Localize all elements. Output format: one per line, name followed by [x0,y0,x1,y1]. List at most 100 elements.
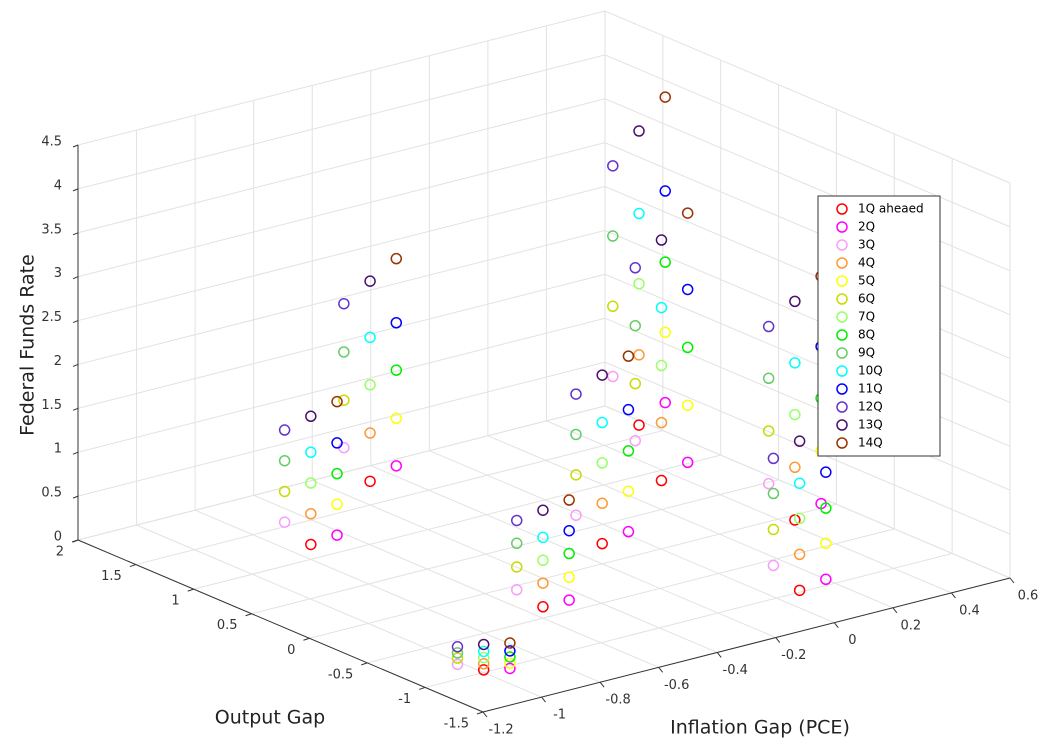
point [767,452,780,465]
grid-line [77,54,1011,228]
grid-line [604,11,1011,579]
point [305,538,317,551]
point [762,320,775,333]
x-axis [482,577,1011,713]
point [767,523,780,536]
point [331,467,343,480]
point [629,434,641,447]
point [659,91,671,103]
point [477,651,490,664]
grid-line [77,11,606,541]
z-tick [72,320,79,324]
point [451,641,464,653]
point [510,537,523,550]
legend-marker [836,203,848,215]
point [364,475,376,488]
point [537,554,549,567]
point [762,425,775,437]
point [305,477,317,489]
point [655,416,668,429]
x-tick-label: 0.4 [959,603,980,618]
x-tick [482,711,488,718]
point [504,645,516,657]
point [390,252,403,265]
point [767,559,780,572]
point [537,601,549,613]
legend-label: 8Q [858,328,875,342]
point [655,234,668,246]
legend-label: 10Q [858,364,883,378]
point [570,428,582,441]
legend-label: 5Q [858,274,875,288]
point [331,437,343,449]
x-tick-label: -0.2 [781,648,806,663]
point [659,256,671,268]
y-axis-label: Output Gap [215,707,325,729]
point [570,469,582,481]
point [596,497,608,510]
legend-marker [836,347,848,359]
point [563,524,575,537]
point [659,326,671,339]
point [789,461,801,474]
z-tick-label: 4.5 [41,135,62,150]
point [510,561,523,573]
point [390,412,403,425]
point [278,485,291,498]
legend-label: 7Q [858,310,875,324]
point [659,185,671,197]
point [622,445,635,457]
y-tick-label: -1.5 [444,717,469,732]
legend-label: 13Q [858,418,883,432]
point [364,427,376,439]
point [451,652,464,664]
y-tick-label: 2 [56,545,64,560]
legend-label: 4Q [858,256,875,270]
x-tick-label: -0.4 [723,663,748,678]
point [607,230,619,242]
point [767,487,780,500]
point [793,548,806,561]
point [596,416,608,429]
y-tick-label: -1 [398,692,411,707]
x-axis-label: Inflation Gap (PCE) [670,717,850,739]
point [793,512,806,525]
point [570,388,582,400]
point [504,657,516,669]
grid-line [367,133,895,664]
point [633,419,645,431]
x-tick [775,637,781,643]
point [537,577,549,589]
point [681,399,694,412]
point [563,547,575,560]
point [390,364,403,376]
point [504,651,516,663]
grid-line [428,55,835,624]
z-tick [72,539,79,543]
point [305,507,317,520]
z-tick-label: 3 [54,266,62,281]
z-axis-label: Federal Funds Rate [17,254,39,436]
legend-label: 14Q [858,436,883,450]
legend-label: 9Q [858,346,875,360]
legend-marker [836,383,848,395]
grid-line [311,85,718,653]
point [820,537,832,550]
point [789,408,801,421]
grid-line [135,35,664,566]
point [563,494,575,506]
x-tick [599,681,605,688]
legend-box [817,195,941,457]
legend-label: 3Q [858,238,875,252]
z-tick-label: 4 [54,178,62,193]
point [477,638,490,651]
point [655,301,668,314]
point [789,357,801,369]
point [793,584,806,597]
x-tick-label: -1 [553,708,566,723]
grid-line [251,84,780,615]
x-tick-label: 0.6 [1018,589,1039,604]
point [681,207,694,219]
legend-label: 12Q [858,400,883,414]
